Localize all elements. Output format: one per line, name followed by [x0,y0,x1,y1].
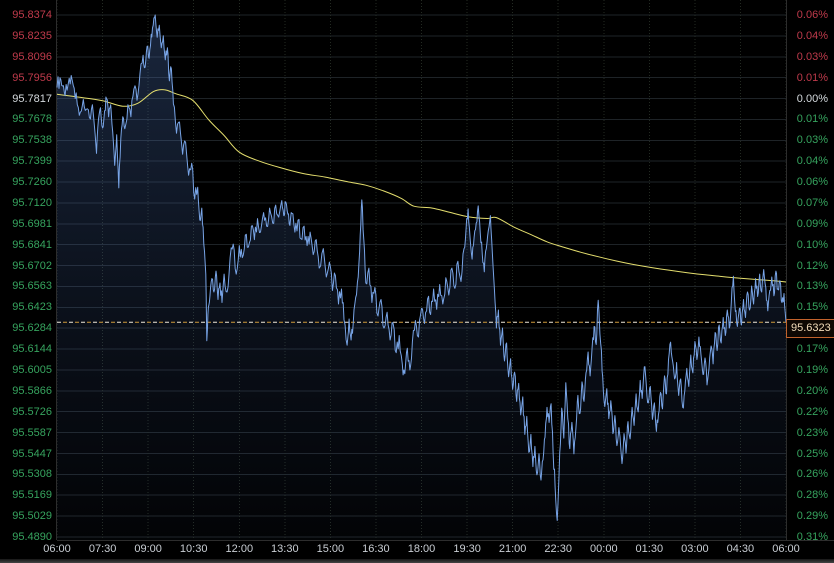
time-axis-label: 06:00 [772,543,800,555]
moving-average-line [56,89,787,283]
time-axis-label: 09:00 [134,543,162,555]
time-axis-label: 07:30 [88,543,117,555]
time-axis-label: 00:00 [590,543,618,555]
time-axis-label: 12:00 [225,543,254,555]
time-axis-label: 13:30 [271,543,299,555]
time-axis-label: 15:00 [316,543,345,555]
price-area-fill [57,15,786,540]
time-axis-label: 19:30 [453,543,481,555]
time-axis-label: 16:30 [362,543,390,555]
time-axis-label: 06:00 [43,543,71,555]
time-axis-label: 18:00 [407,543,436,555]
price-line [56,14,787,521]
time-axis-label: 03:00 [681,543,709,555]
time-axis-label: 22:30 [544,543,572,555]
time-axis-label: 10:30 [179,543,208,555]
time-axis-label: 04:30 [726,543,755,555]
last-price-tag: 95.6323 [786,318,834,338]
time-axis-label: 01:30 [635,543,664,555]
time-axis-label: 21:00 [498,543,527,555]
bottom-edge-strip [0,559,834,563]
